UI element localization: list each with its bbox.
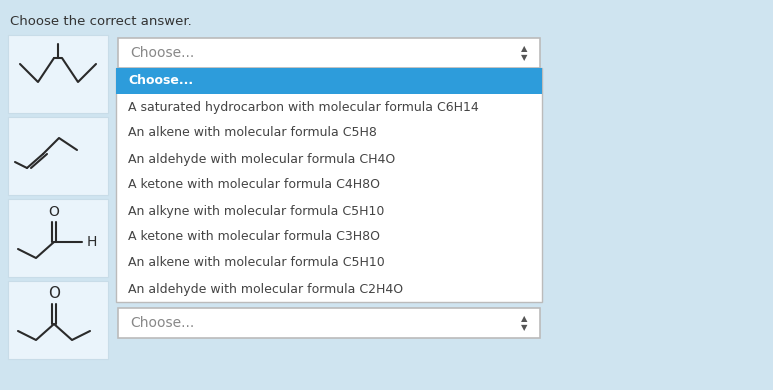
Bar bbox=[8, 199, 108, 277]
Text: ▲: ▲ bbox=[521, 314, 527, 323]
Text: A saturated hydrocarbon with molecular formula C6H14: A saturated hydrocarbon with molecular f… bbox=[128, 101, 478, 113]
Text: Choose...: Choose... bbox=[130, 316, 194, 330]
Bar bbox=[116, 68, 542, 302]
Text: An alkyne with molecular formula C5H10: An alkyne with molecular formula C5H10 bbox=[128, 204, 384, 218]
Text: ▲: ▲ bbox=[521, 44, 527, 53]
Text: O: O bbox=[49, 205, 60, 219]
Bar bbox=[118, 308, 540, 338]
Bar bbox=[116, 68, 542, 94]
Text: ▼: ▼ bbox=[521, 323, 527, 333]
Text: ▼: ▼ bbox=[521, 53, 527, 62]
Bar bbox=[8, 281, 108, 359]
Bar bbox=[8, 117, 108, 195]
Text: A ketone with molecular formula C4H8O: A ketone with molecular formula C4H8O bbox=[128, 179, 380, 191]
Bar bbox=[118, 38, 540, 68]
Text: An alkene with molecular formula C5H10: An alkene with molecular formula C5H10 bbox=[128, 257, 385, 269]
Text: An aldehyde with molecular formula C2H4O: An aldehyde with molecular formula C2H4O bbox=[128, 282, 404, 296]
Text: A ketone with molecular formula C3H8O: A ketone with molecular formula C3H8O bbox=[128, 230, 380, 243]
Bar bbox=[8, 35, 108, 113]
Text: Choose...: Choose... bbox=[130, 46, 194, 60]
Text: An aldehyde with molecular formula CH4O: An aldehyde with molecular formula CH4O bbox=[128, 152, 395, 165]
Text: Choose...: Choose... bbox=[128, 74, 193, 87]
Text: O: O bbox=[48, 287, 60, 301]
Text: An alkene with molecular formula C5H8: An alkene with molecular formula C5H8 bbox=[128, 126, 377, 140]
Text: Choose the correct answer.: Choose the correct answer. bbox=[10, 15, 192, 28]
Text: H: H bbox=[87, 235, 97, 249]
